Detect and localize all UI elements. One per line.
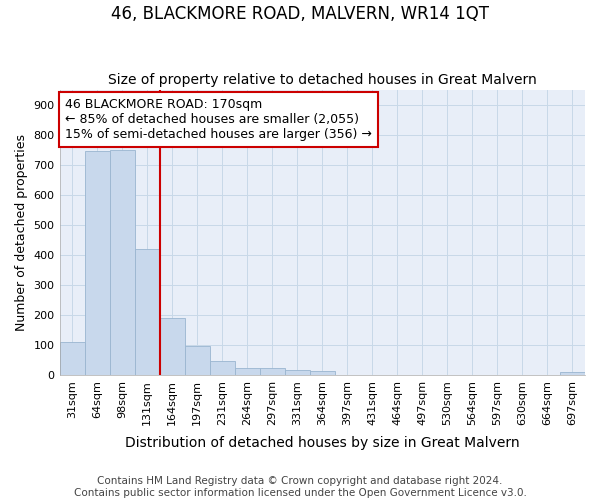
Bar <box>185 346 209 375</box>
Bar <box>85 151 110 375</box>
Bar <box>110 150 134 375</box>
Bar <box>59 342 85 375</box>
Bar <box>310 371 335 375</box>
Bar <box>560 372 585 375</box>
Bar <box>285 370 310 375</box>
Y-axis label: Number of detached properties: Number of detached properties <box>15 134 28 330</box>
Bar <box>235 368 260 375</box>
X-axis label: Distribution of detached houses by size in Great Malvern: Distribution of detached houses by size … <box>125 436 520 450</box>
Text: 46 BLACKMORE ROAD: 170sqm
← 85% of detached houses are smaller (2,055)
15% of se: 46 BLACKMORE ROAD: 170sqm ← 85% of detac… <box>65 98 371 141</box>
Text: Contains HM Land Registry data © Crown copyright and database right 2024.
Contai: Contains HM Land Registry data © Crown c… <box>74 476 526 498</box>
Text: 46, BLACKMORE ROAD, MALVERN, WR14 1QT: 46, BLACKMORE ROAD, MALVERN, WR14 1QT <box>111 5 489 23</box>
Bar <box>260 368 285 375</box>
Title: Size of property relative to detached houses in Great Malvern: Size of property relative to detached ho… <box>108 73 536 87</box>
Bar <box>160 318 185 375</box>
Bar <box>209 362 235 375</box>
Bar <box>134 248 160 375</box>
